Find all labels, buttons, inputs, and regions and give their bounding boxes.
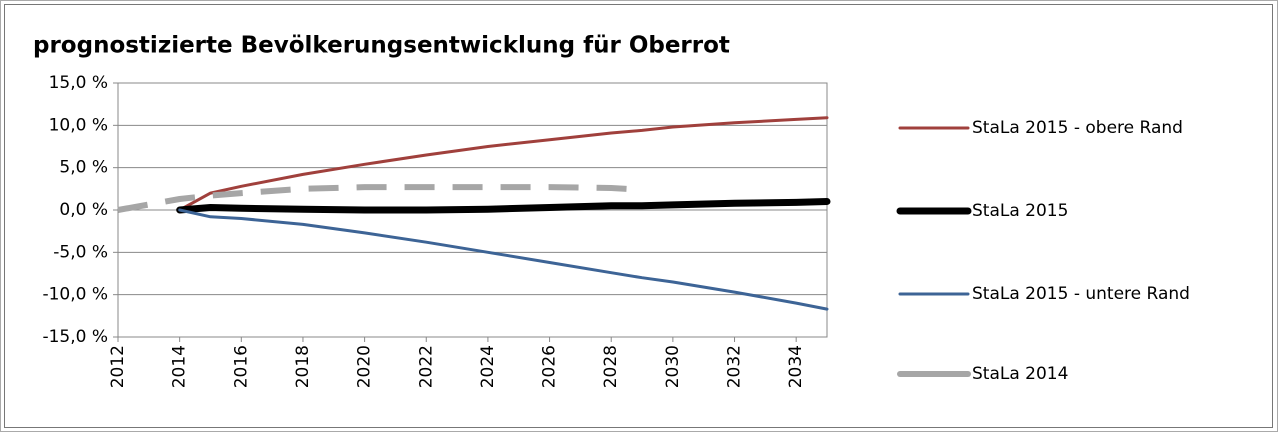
- series-line: [176, 198, 831, 214]
- y-tick-label: 0,0 %: [59, 200, 108, 220]
- series-line: [178, 208, 829, 311]
- y-tick-label: 15,0 %: [49, 73, 108, 93]
- x-tick-label: 2018: [293, 345, 313, 388]
- legend-label: StaLa 2015 - obere Rand: [972, 118, 1183, 138]
- legend-label: StaLa 2014: [972, 364, 1068, 384]
- y-tick-label: 5,0 %: [59, 158, 108, 178]
- series-line: [178, 116, 829, 212]
- x-tick-label: 2014: [170, 345, 190, 388]
- x-tick-label: 2034: [786, 345, 806, 388]
- x-tick-label: 2020: [355, 345, 375, 388]
- y-tick-label: -15,0 %: [42, 327, 108, 347]
- x-tick-label: 2022: [416, 345, 436, 388]
- y-tick-label: -5,0 %: [53, 242, 108, 262]
- x-tick-label: 2028: [601, 345, 621, 388]
- series-line: [117, 184, 643, 213]
- x-tick-label: 2016: [231, 345, 251, 388]
- x-tick-label: 2026: [540, 345, 560, 388]
- legend-label: StaLa 2015 - untere Rand: [972, 284, 1190, 304]
- x-tick-label: 2012: [108, 345, 128, 388]
- y-tick-label: -10,0 %: [42, 285, 108, 305]
- legend-label: StaLa 2015: [972, 201, 1068, 221]
- y-tick-label: 10,0 %: [49, 115, 108, 135]
- x-tick-label: 2024: [478, 345, 498, 388]
- chart-title: prognostizierte Bevölkerungsentwicklung …: [33, 33, 730, 59]
- x-tick-label: 2032: [725, 345, 745, 388]
- x-tick-label: 2030: [663, 345, 683, 388]
